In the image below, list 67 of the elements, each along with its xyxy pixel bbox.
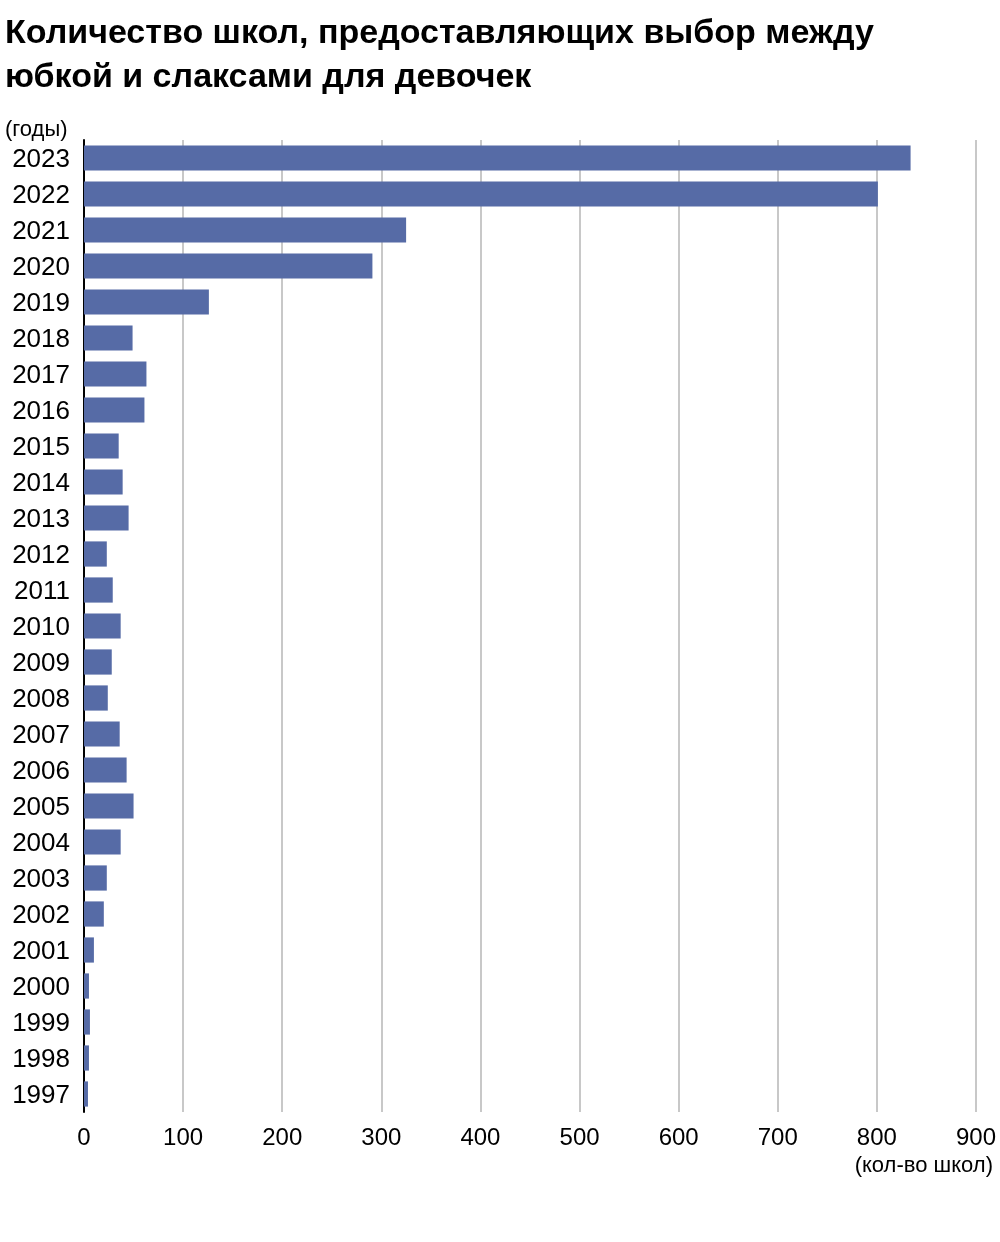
bar bbox=[84, 397, 145, 423]
y-tick-label: 2001 bbox=[12, 935, 70, 965]
chart-title: Количество школ, предоставляющих выбор между юбкой и слаксами для девочек bbox=[5, 12, 875, 94]
y-tick-label: 2010 bbox=[12, 611, 70, 641]
bar bbox=[84, 757, 127, 783]
y-tick-label: 2017 bbox=[12, 359, 70, 389]
bar bbox=[84, 1045, 89, 1071]
y-tick-label: 2015 bbox=[12, 431, 70, 461]
y-tick-label: 2021 bbox=[12, 215, 70, 245]
y-tick-label: 2014 bbox=[12, 467, 70, 497]
y-tick-label: 2009 bbox=[12, 647, 70, 677]
x-tick-label: 400 bbox=[460, 1122, 501, 1150]
bar bbox=[84, 289, 209, 315]
bar bbox=[84, 613, 121, 639]
bar bbox=[84, 721, 120, 747]
bar bbox=[84, 541, 107, 567]
bar bbox=[84, 217, 407, 243]
y-tick-label: 2012 bbox=[12, 539, 70, 569]
bar bbox=[84, 865, 107, 891]
bar bbox=[84, 649, 112, 675]
y-tick-label: 2022 bbox=[12, 179, 70, 209]
y-tick-label: 2011 bbox=[14, 575, 70, 605]
y-tick-label: 2002 bbox=[12, 899, 70, 929]
y-tick-label: 2005 bbox=[12, 791, 70, 821]
bar bbox=[84, 937, 94, 963]
y-tick-label: 2016 bbox=[12, 395, 70, 425]
y-tick-label: 1997 bbox=[12, 1079, 70, 1109]
y-tick-label: 1998 bbox=[12, 1043, 70, 1073]
bar bbox=[84, 325, 133, 351]
bar bbox=[84, 901, 104, 927]
y-tick-label: 2019 bbox=[12, 287, 70, 317]
x-axis-title: (кол-во школ) bbox=[854, 1151, 994, 1177]
bar bbox=[84, 253, 373, 279]
bar bbox=[84, 181, 878, 207]
y-tick-label: 2004 bbox=[12, 827, 70, 857]
bar bbox=[84, 433, 119, 459]
bar bbox=[84, 973, 89, 999]
y-tick-label: 2013 bbox=[12, 503, 70, 533]
y-tick-label: 1999 bbox=[12, 1007, 70, 1037]
x-tick-label: 200 bbox=[262, 1122, 303, 1150]
x-tick-label: 300 bbox=[361, 1122, 402, 1150]
bar bbox=[84, 793, 134, 819]
bar bbox=[84, 685, 108, 711]
x-tick-label: 700 bbox=[757, 1122, 798, 1150]
bar bbox=[84, 829, 121, 855]
x-tick-label: 800 bbox=[856, 1122, 897, 1150]
bar bbox=[84, 145, 911, 171]
y-axis-title: (годы) bbox=[5, 115, 68, 141]
y-tick-label: 2000 bbox=[12, 971, 70, 1001]
y-tick-label: 2008 bbox=[12, 683, 70, 713]
y-tick-label: 2020 bbox=[12, 251, 70, 281]
x-tick-label: 600 bbox=[658, 1122, 699, 1150]
bar bbox=[84, 1081, 88, 1107]
x-tick-label: 900 bbox=[955, 1122, 997, 1150]
bar bbox=[84, 1009, 90, 1035]
y-tick-label: 2023 bbox=[12, 143, 70, 173]
y-tick-label: 2003 bbox=[12, 863, 70, 893]
x-tick-label: 0 bbox=[77, 1122, 91, 1150]
bar bbox=[84, 361, 147, 387]
bar bbox=[84, 577, 113, 603]
bar bbox=[84, 469, 123, 495]
x-tick-label: 100 bbox=[163, 1122, 204, 1150]
y-tick-label: 2006 bbox=[12, 755, 70, 785]
y-tick-label: 2018 bbox=[12, 323, 70, 353]
bar bbox=[84, 505, 129, 531]
x-tick-label: 500 bbox=[559, 1122, 600, 1150]
y-tick-label: 2007 bbox=[12, 719, 70, 749]
